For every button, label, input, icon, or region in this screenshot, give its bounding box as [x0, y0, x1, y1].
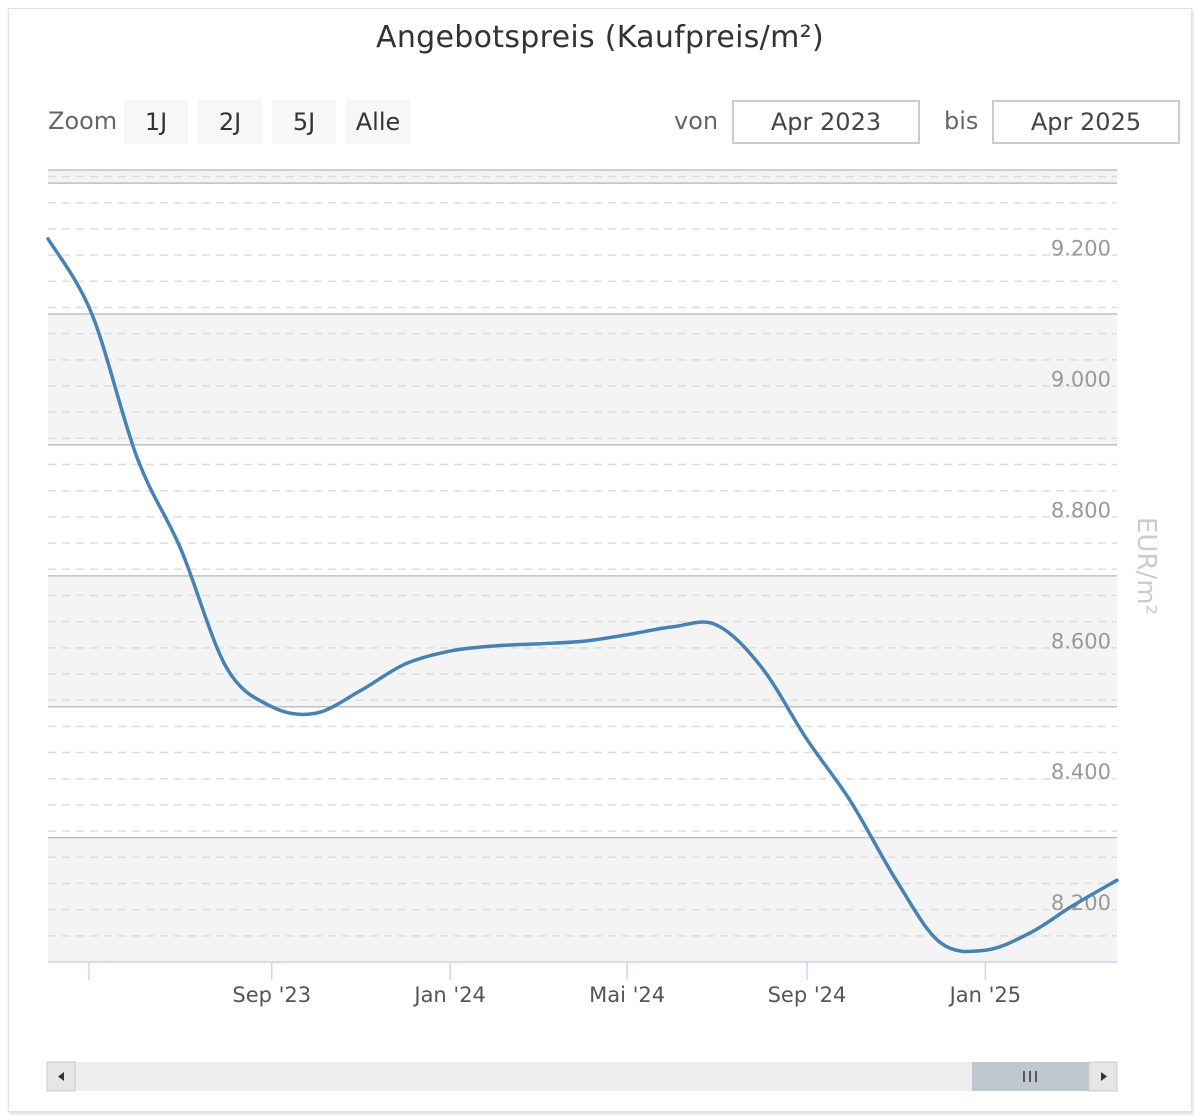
- zoom-all-button[interactable]: Alle: [346, 100, 410, 144]
- x-tick-label: Mai '24: [589, 983, 665, 1007]
- series-line: [46, 236, 1119, 954]
- x-tick-label: Jan '25: [948, 983, 1022, 1007]
- from-date-input[interactable]: Apr 2023: [732, 100, 920, 144]
- y-axis-title: EUR/m²: [1131, 517, 1161, 615]
- arrow-right-icon[interactable]: [1101, 1072, 1107, 1081]
- plot-bands: [48, 170, 1117, 962]
- zoom-label: Zoom: [48, 107, 118, 135]
- y-tick-label: 9.200: [1051, 237, 1111, 261]
- y-tick-label: 8.200: [1051, 891, 1111, 915]
- grip-icon[interactable]: [1023, 1071, 1037, 1082]
- plot-band: [48, 314, 1117, 445]
- x-axis: Sep '23 Jan '24 Mai '24 Sep '24 Jan '25: [48, 961, 1117, 1007]
- y-axis-ticks: 8.200 8.400 8.600 8.800 9.000 9.200: [1051, 237, 1111, 916]
- minor-gridlines: [48, 175, 1117, 963]
- to-label: bis: [944, 107, 979, 135]
- arrow-left-icon[interactable]: [58, 1072, 64, 1081]
- from-label: von: [674, 107, 719, 135]
- y-tick-label: 8.600: [1051, 629, 1111, 653]
- to-date-input[interactable]: Apr 2025: [992, 100, 1180, 144]
- zoom-5y-button[interactable]: 5J: [272, 100, 336, 144]
- y-tick-label: 8.400: [1051, 760, 1111, 784]
- navigator-scrollbar[interactable]: [46, 1061, 1118, 1092]
- plot-band: [48, 837, 1117, 962]
- zoom-2y-button[interactable]: 2J: [198, 100, 262, 144]
- x-tick-label: Jan '24: [412, 983, 486, 1007]
- x-tick-label: Sep '24: [768, 983, 847, 1007]
- x-tick-label: Sep '23: [232, 983, 311, 1007]
- y-tick-label: 9.000: [1051, 367, 1111, 391]
- major-gridlines: [48, 169, 1117, 839]
- chart-title: Angebotspreis (Kaufpreis/m²): [376, 20, 824, 55]
- zoom-1y-button[interactable]: 1J: [124, 100, 188, 144]
- scrollbar-track[interactable]: [47, 1062, 1117, 1091]
- y-tick-label: 8.800: [1051, 498, 1111, 522]
